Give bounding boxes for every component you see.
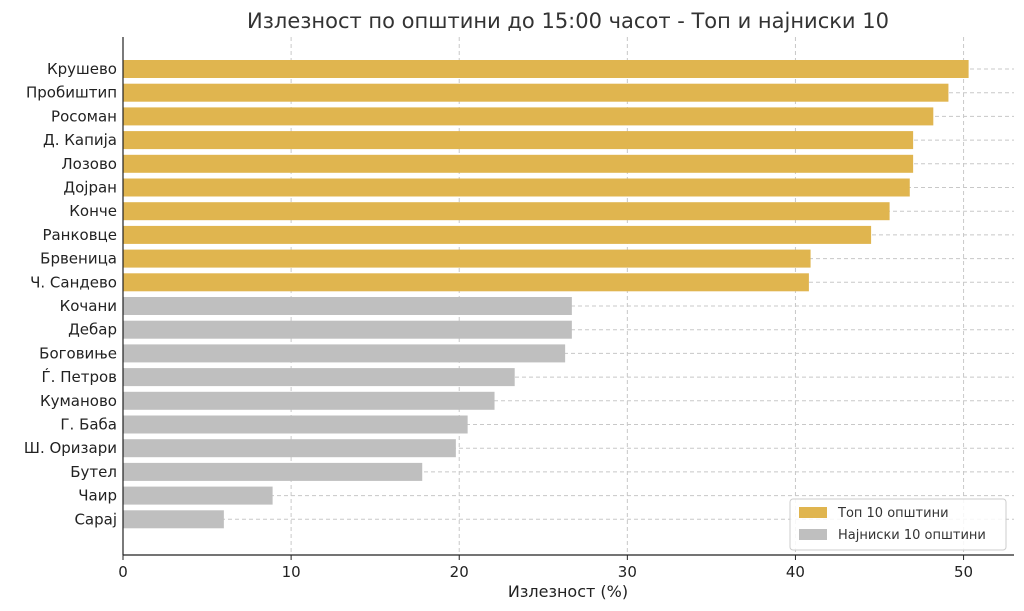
category-label: Крушево bbox=[47, 60, 117, 78]
category-label: Г. Баба bbox=[60, 416, 117, 434]
category-label: Сарај bbox=[74, 510, 117, 528]
category-label: Росоман bbox=[51, 107, 117, 125]
legend-swatch-top bbox=[799, 507, 827, 518]
x-tick-label: 10 bbox=[282, 563, 301, 581]
category-label: Кочани bbox=[60, 297, 117, 315]
category-label: Ш. Оризари bbox=[24, 439, 117, 457]
bar-top-10 bbox=[123, 273, 809, 292]
legend: Топ 10 општини Најниски 10 општини bbox=[789, 498, 1007, 551]
x-tick-label: 40 bbox=[786, 563, 805, 581]
bar-bottom-6 bbox=[123, 415, 468, 434]
bar-bottom-3 bbox=[123, 344, 566, 363]
category-label: Дебар bbox=[68, 321, 117, 339]
category-label: Бутел bbox=[70, 463, 117, 481]
bar-bottom-7 bbox=[123, 439, 456, 458]
category-label: Лозово bbox=[61, 155, 117, 173]
bar-top-3 bbox=[123, 107, 934, 126]
category-labels: Крушево Пробиштип Росоман Д. Капија Лозово До… bbox=[24, 60, 117, 528]
legend-label-bottom: Најниски 10 општини bbox=[838, 528, 986, 543]
bar-top-8 bbox=[123, 225, 872, 244]
axes bbox=[122, 37, 1014, 556]
legend-box bbox=[789, 498, 1007, 551]
bar-bottom-4 bbox=[123, 368, 515, 387]
bar-top-6 bbox=[123, 178, 910, 197]
bar-top-1 bbox=[123, 60, 969, 78]
chart-title: Излезност по општини до 15:00 часот - То… bbox=[247, 9, 889, 33]
bar-top-4 bbox=[123, 131, 914, 150]
category-label: Куманово bbox=[40, 392, 117, 410]
bar-bottom-10 bbox=[123, 510, 224, 529]
bar-top-2 bbox=[123, 83, 949, 102]
bar-bottom-2 bbox=[123, 320, 572, 339]
category-label: Ранковце bbox=[42, 226, 117, 244]
legend-swatch-bottom bbox=[799, 529, 827, 540]
category-label: Пробиштип bbox=[26, 84, 117, 102]
x-tick-label: 50 bbox=[954, 563, 973, 581]
bar-top-9 bbox=[123, 249, 811, 268]
category-label: Д. Капија bbox=[43, 131, 117, 149]
bar-top-7 bbox=[123, 202, 890, 221]
x-tick-label: 0 bbox=[118, 563, 128, 581]
x-axis-label: Излезност (%) bbox=[508, 582, 628, 601]
bar-bottom-5 bbox=[123, 391, 495, 410]
legend-label-top: Топ 10 општини bbox=[837, 506, 949, 521]
category-label: Чаир bbox=[78, 487, 117, 505]
bar-bottom-8 bbox=[123, 462, 423, 481]
bar-bottom-9 bbox=[123, 486, 273, 505]
category-label: Ѓ. Петров bbox=[42, 367, 117, 386]
bar-bottom-1 bbox=[123, 297, 572, 315]
category-label: Дојран bbox=[63, 179, 117, 197]
category-label: Конче bbox=[69, 202, 117, 220]
bars-group bbox=[123, 60, 969, 529]
category-label: Боговиње bbox=[39, 344, 117, 362]
bar-top-5 bbox=[123, 154, 914, 173]
category-label: Брвеница bbox=[40, 250, 117, 268]
category-label: Ч. Сандево bbox=[30, 273, 117, 291]
x-tick-label: 20 bbox=[450, 563, 469, 581]
x-axis-ticks: 0 10 20 30 40 50 bbox=[118, 555, 973, 581]
x-tick-label: 30 bbox=[618, 563, 637, 581]
